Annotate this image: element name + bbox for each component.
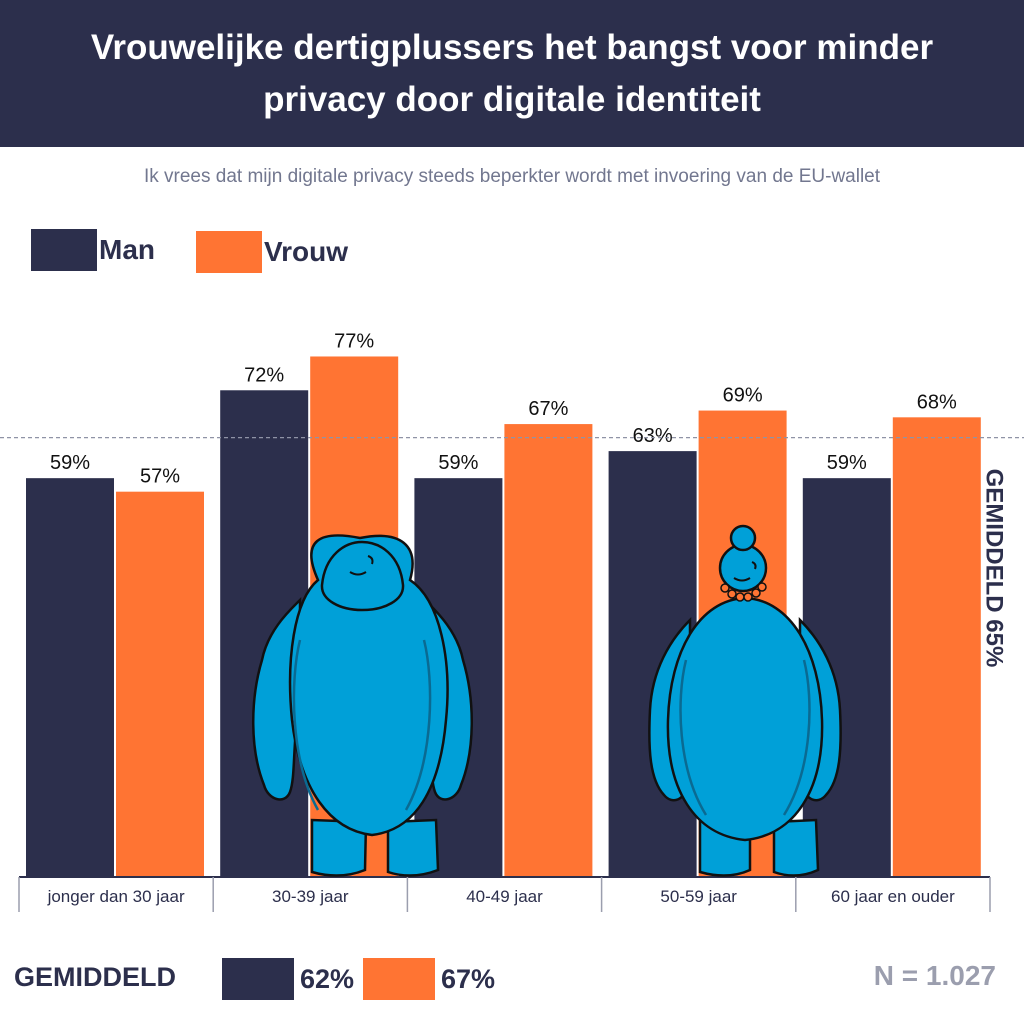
x-tick-label-0: jonger dan 30 jaar (47, 887, 185, 906)
footer-swatch-man (222, 958, 294, 1000)
legend-label-vrouw: Vrouw (264, 236, 349, 267)
value-label-man-4: 59% (827, 452, 867, 474)
legend-swatch-vrouw (196, 231, 262, 273)
value-label-man-0: 59% (50, 452, 90, 474)
bar-vrouw-2 (504, 424, 593, 877)
legend-label-man: Man (99, 234, 155, 265)
footer-value-man: 62% (300, 963, 355, 994)
footer-average-man: 62% (222, 958, 354, 1000)
sample-size-label: N = 1.027 (873, 960, 996, 991)
woman-figure-icon (648, 524, 842, 877)
chart-subtitle: Ik vrees dat mijn digitale privacy steed… (143, 166, 881, 187)
x-tick-label-3: 50-59 jaar (660, 887, 737, 906)
footer-average-label: GEMIDDELD (14, 962, 176, 992)
footer-swatch-vrouw (363, 958, 435, 1000)
x-axis: jonger dan 30 jaar 30-39 jaar 40-49 jaar 50… (18, 876, 991, 912)
footer-value-vrouw: 67% (441, 963, 496, 994)
value-label-vrouw-1: 77% (334, 330, 374, 352)
x-tick-label-4: 60 jaar en ouder (831, 887, 955, 906)
legend-item-man: Man (31, 229, 155, 271)
footer-average-vrouw: 67% (363, 958, 495, 1000)
bar-vrouw-0 (116, 491, 204, 877)
value-labels-group: 59% 57% 72% 77% 59% 67% 63% 69% 59% 68% (50, 330, 957, 487)
value-label-man-2: 59% (438, 452, 478, 474)
value-label-vrouw-3: 69% (723, 385, 763, 407)
header-banner: Vrouwelijke dertigplussers het bangst vo… (0, 0, 1024, 147)
legend-swatch-man (31, 229, 97, 271)
x-tick-label-1: 30-39 jaar (272, 887, 349, 906)
value-label-man-1: 72% (244, 364, 284, 386)
x-tick-label-2: 40-49 jaar (466, 887, 543, 906)
legend-item-vrouw: Vrouw (196, 231, 348, 273)
value-label-vrouw-2: 67% (528, 398, 568, 420)
chart-title: Vrouwelijke dertigplussers het bangst vo… (90, 27, 934, 119)
bars-group (26, 356, 981, 878)
bar-chart: 59% 57% 72% 77% 59% 67% 63% 69% 59% 68% GEMIDDELD… (0, 330, 1024, 912)
value-label-man-3: 63% (633, 425, 673, 447)
average-reference-label: GEMIDDELD 65% (981, 469, 1008, 668)
value-label-vrouw-4: 68% (917, 391, 957, 413)
bar-man-0 (26, 478, 114, 877)
man-figure-icon (252, 534, 473, 877)
value-label-vrouw-0: 57% (140, 466, 180, 488)
bar-vrouw-4 (892, 417, 981, 877)
